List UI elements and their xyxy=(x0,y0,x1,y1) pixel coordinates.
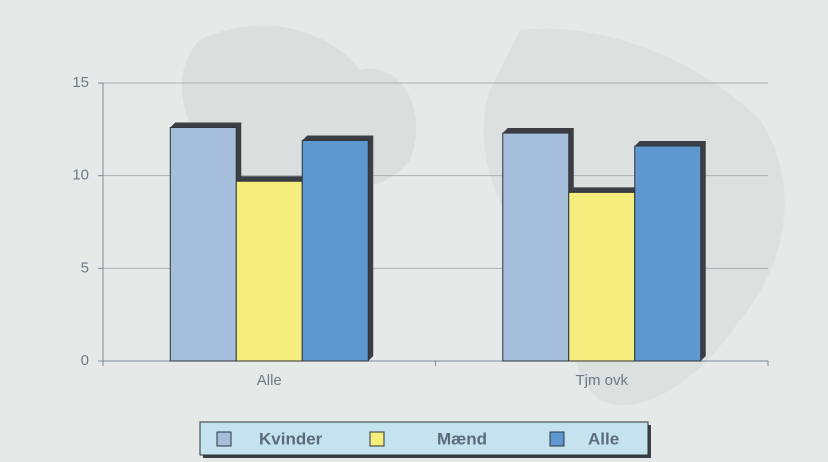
legend-label: Mænd xyxy=(437,429,487,448)
y-tick-label: 10 xyxy=(72,167,89,184)
legend xyxy=(199,421,649,456)
bar xyxy=(235,180,303,362)
bar xyxy=(169,126,237,362)
legend-label: Alle xyxy=(588,429,619,448)
legend-swatch xyxy=(549,431,565,447)
bar xyxy=(301,139,369,362)
legend-label: Kvinder xyxy=(259,429,323,448)
bar xyxy=(568,191,636,362)
bar xyxy=(502,132,570,362)
legend-swatch xyxy=(216,431,232,447)
bar xyxy=(634,145,702,362)
y-tick-label: 15 xyxy=(72,74,89,91)
x-tick-label: Alle xyxy=(257,372,282,389)
x-tick-label: Tjm ovk xyxy=(576,372,629,389)
y-tick-label: 0 xyxy=(81,352,89,369)
legend-swatch xyxy=(369,431,385,447)
y-tick-label: 5 xyxy=(81,259,89,276)
